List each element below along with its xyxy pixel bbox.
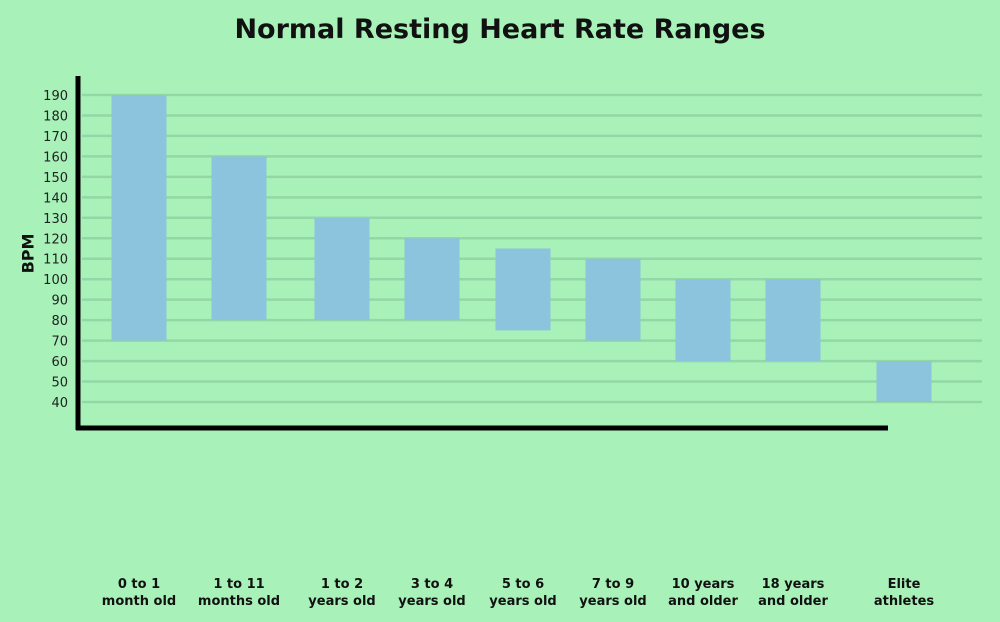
range-bar-4 <box>495 248 551 331</box>
category-label-line2: months old <box>197 594 281 609</box>
y-tick-label-90: 90 <box>51 294 68 309</box>
range-bar-6 <box>675 279 731 362</box>
y-tick-label-40: 40 <box>51 396 68 411</box>
y-tick-label-110: 110 <box>43 253 68 268</box>
y-tick-label-120: 120 <box>43 232 68 247</box>
category-label-line2: years old <box>489 594 557 609</box>
y-tick-label-170: 170 <box>43 130 68 145</box>
category-label-line1: 10 years <box>671 577 735 592</box>
category-label-line2: years old <box>398 594 466 609</box>
category-label-3: 3 to 4 years old <box>372 576 492 610</box>
y-tick-label-80: 80 <box>51 314 68 329</box>
category-label-line1: 0 to 1 <box>117 577 161 592</box>
chart-title: Normal Resting Heart Rate Ranges <box>234 14 766 45</box>
category-label-0: 0 to 1 month old <box>79 576 199 610</box>
y-tick-label-60: 60 <box>51 355 68 370</box>
category-label-line1: Elite <box>887 577 921 592</box>
category-label-line1: 1 to 11 <box>213 577 265 592</box>
range-bar-1 <box>211 156 267 321</box>
category-label-line2: and older <box>668 594 738 609</box>
y-tick-label-180: 180 <box>43 109 68 124</box>
category-label-5: 7 to 9 years old <box>553 576 673 610</box>
category-label-line2: and older <box>758 594 828 609</box>
category-label-7: 18 years and older <box>733 576 853 610</box>
range-bar-5 <box>585 258 641 341</box>
category-label-8: Elite athletes <box>844 576 964 610</box>
y-tick-label-150: 150 <box>43 171 68 186</box>
category-label-line1: 18 years <box>761 577 825 592</box>
range-bar-2 <box>314 217 370 321</box>
y-tick-label-50: 50 <box>51 376 68 391</box>
y-tick-label-190: 190 <box>43 89 68 104</box>
category-label-line1: 3 to 4 <box>410 577 454 592</box>
range-bar-7 <box>765 279 821 362</box>
category-label-6: 10 years and older <box>643 576 763 610</box>
category-label-line1: 1 to 2 <box>320 577 364 592</box>
y-tick-label-160: 160 <box>43 150 68 165</box>
category-label-line2: years old <box>579 594 647 609</box>
category-label-1: 1 to 11 months old <box>179 576 299 610</box>
y-tick-label-130: 130 <box>43 212 68 227</box>
category-label-line2: month old <box>101 594 177 609</box>
range-bar-8 <box>876 361 932 402</box>
y-tick-label-100: 100 <box>43 273 68 288</box>
y-tick-label-140: 140 <box>43 191 68 206</box>
range-bar-3 <box>404 238 460 321</box>
category-label-line2: years old <box>308 594 376 609</box>
category-label-line2: athletes <box>873 594 935 609</box>
y-tick-label-70: 70 <box>51 335 68 350</box>
category-label-line1: 7 to 9 <box>591 577 635 592</box>
category-label-line1: 5 to 6 <box>501 577 545 592</box>
category-label-2: 1 to 2 years old <box>282 576 402 610</box>
category-label-4: 5 to 6 years old <box>463 576 583 610</box>
range-bar-0 <box>111 95 167 341</box>
